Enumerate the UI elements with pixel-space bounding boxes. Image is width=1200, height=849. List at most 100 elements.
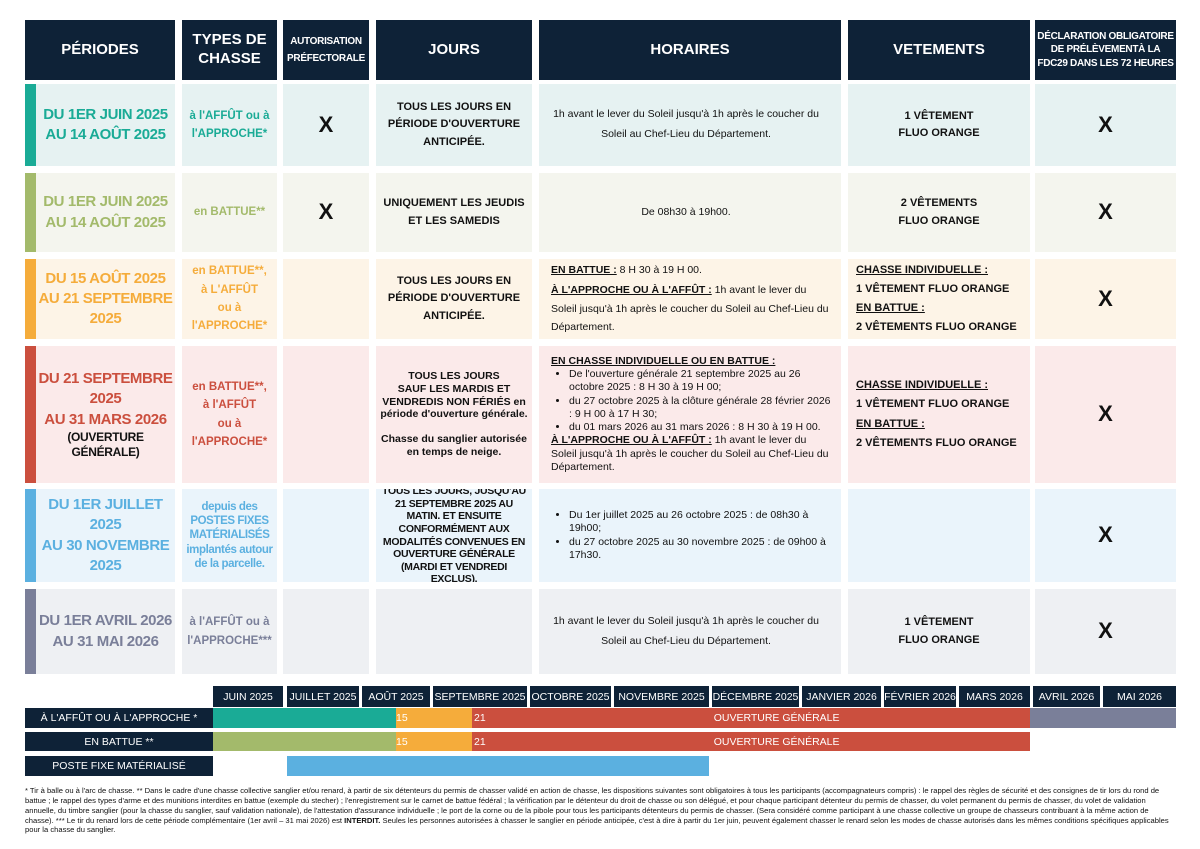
x-mark: X — [1098, 285, 1113, 311]
date-mark: 15 — [396, 712, 408, 724]
vetement-line: FLUO ORANGE — [898, 633, 980, 646]
row-0-col-6: X — [1035, 84, 1176, 166]
types-line: à L'AFFÛT — [200, 283, 259, 296]
month-header: FÉVRIER 2026 — [884, 686, 956, 707]
month-header: AOÛT 2025 — [362, 686, 430, 707]
month-header: JUIN 2025 — [213, 686, 283, 707]
row-2-col-0: DU 15 AOÛT 2025 AU 21 SEPTEMBRE 2025 — [36, 259, 175, 339]
jours-text: UNIQUEMENT LES JEUDIS ET LES SAMEDIS — [383, 197, 525, 227]
row-5-col-0: DU 1ER AVRIL 2026 AU 31 MAI 2026 — [36, 589, 175, 674]
row-3-col-5: CHASSE INDIVIDUELLE : 1 VÊTEMENT FLUO ORA… — [848, 346, 1030, 483]
row-4-col-1: depuis des POSTES FIXES MATÉRIALISÉS imp… — [182, 489, 277, 582]
row-2-col-3: TOUS LES JOURS EN PÉRIODE D'OUVERTURE AN… — [376, 259, 532, 339]
types-text: depuis des POSTES FIXES MATÉRIALISÉS imp… — [186, 500, 273, 571]
timeline-row-label: À L'AFFÛT OU À L'APPROCHE * — [25, 708, 213, 728]
row-color-marker — [25, 346, 36, 483]
footnote-text: * Tir à balle ou à l'arc de chasse. ** D… — [25, 786, 1160, 825]
row-1-col-6: X — [1035, 173, 1176, 252]
month-header: NOVEMBRE 2025 — [614, 686, 709, 707]
row-3-col-1: en BATTUE**, à l'AFFÛT ou à l'APPROCHE* — [182, 346, 277, 483]
row-5-col-4: 1h avant le lever du Soleil jusqu'à 1h a… — [539, 589, 841, 674]
row-0-col-2: X — [283, 84, 369, 166]
horaires-label: À L'APPROCHE OU À L'AFFÛT : — [551, 284, 712, 297]
row-0-col-3: TOUS LES JOURS EN PÉRIODE D'OUVERTURE AN… — [376, 84, 532, 166]
jours-line: SAUF LES MARDIS ET VENDREDIS NON FÉRIÉS … — [380, 383, 528, 421]
bar-avril-mai — [1030, 708, 1176, 728]
row-4-col-5 — [848, 489, 1030, 582]
timeline-row-label: EN BATTUE ** — [25, 732, 213, 751]
period-line: AU 31 MARS 2026 — [44, 410, 167, 428]
period-note: (OUVERTURE GÉNÉRALE) — [67, 429, 144, 459]
vet-label: EN BATTUE : — [856, 302, 925, 314]
vetement-line: 2 VÊTEMENTS FLUO ORANGE — [856, 321, 1017, 334]
bar-poste-fixe — [287, 756, 709, 776]
types-line: en BATTUE**, — [192, 380, 267, 393]
month-header: OCTOBRE 2025 — [530, 686, 611, 707]
period-line: AU 31 MAI 2026 — [52, 632, 159, 650]
row-1-col-2: X — [283, 173, 369, 252]
jours-line: Chasse du sanglier autorisée en temps de… — [381, 433, 527, 458]
x-mark: X — [1098, 401, 1113, 427]
bar-ouverture-generale: 21 OUVERTURE GÉNÉRALE — [472, 708, 1030, 728]
footnote: * Tir à balle ou à l'arc de chasse. ** D… — [25, 786, 1177, 835]
horaires-text: 8 H 30 à 19 H 00. — [616, 264, 702, 277]
row-1-col-1: en BATTUE** — [182, 173, 277, 252]
horaires-label: EN CHASSE INDIVIDUELLE OU EN BATTUE : — [551, 355, 776, 368]
row-5-col-3 — [376, 589, 532, 674]
header-declaration: DÉCLARATION OBLIGATOIRE DE PRÉLÈVEMENTÀ … — [1035, 20, 1176, 80]
row-5-col-6: X — [1035, 589, 1176, 674]
header-autorisation: AUTORISATION PRÉFECTORALE — [283, 20, 369, 80]
vet-label: CHASSE INDIVIDUELLE : — [856, 263, 989, 276]
row-3-col-3: TOUS LES JOURS SAUF LES MARDIS ET VENDRED… — [376, 346, 532, 483]
x-mark: X — [318, 199, 334, 225]
row-2-col-4: EN BATTUE : 8 H 30 à 19 H 00. À L'APPROCH… — [539, 259, 841, 339]
row-1-col-3: UNIQUEMENT LES JEUDIS ET LES SAMEDIS — [376, 173, 532, 252]
vetement-line: FLUO ORANGE — [898, 214, 980, 227]
row-color-marker — [25, 589, 36, 674]
vetement-line: 1 VÊTEMENT FLUO ORANGE — [856, 398, 1010, 411]
row-color-marker — [25, 259, 36, 339]
x-mark: X — [318, 111, 334, 137]
jours-text: TOUS LES JOURS, JUSQU'AU 21 SEPTEMBRE 20… — [382, 489, 526, 582]
types-line: ou à l'APPROCHE* — [191, 417, 268, 448]
vetement-line: 2 VÊTEMENTS — [900, 197, 978, 210]
period-line: AU 21 SEPTEMBRE 2025 — [38, 289, 173, 328]
horaires-item: De l'ouverture générale 21 septembre 202… — [569, 368, 833, 394]
row-3-col-0: DU 21 SEPTEMBRE 2025 AU 31 MARS 2026 (OUVE… — [36, 346, 175, 483]
horaires-label: EN BATTUE : — [551, 264, 617, 277]
row-5-col-1: à l'AFFÛT ou à l'APPROCHE*** — [182, 589, 277, 674]
types-line: à l'AFFÛT — [202, 399, 257, 412]
bar-anticipee — [213, 732, 396, 751]
x-mark: X — [1098, 618, 1113, 644]
header-jours: JOURS — [376, 20, 532, 80]
row-3-col-6: X — [1035, 346, 1176, 483]
month-header: JANVIER 2026 — [802, 686, 881, 707]
row-color-marker — [25, 84, 36, 166]
bar-15-aout: 15 — [396, 732, 472, 751]
month-header: MARS 2026 — [959, 686, 1030, 707]
types-text: en BATTUE** — [193, 206, 266, 219]
row-0-col-5: 1 VÊTEMENT FLUO ORANGE — [848, 84, 1030, 166]
header-periodes: PÉRIODES — [25, 20, 175, 80]
horaires-label: À L'APPROCHE OU À L'AFFÛT : — [551, 433, 712, 446]
horaires-text: De 08h30 à 19h00. — [641, 205, 731, 218]
row-2-col-1: en BATTUE**, à L'AFFÛT ou à l'APPROCHE* — [182, 259, 277, 339]
row-5-col-2 — [283, 589, 369, 674]
period-line: AU 14 AOÛT 2025 — [45, 126, 166, 143]
date-mark: 21 — [474, 712, 486, 724]
bar-anticipee — [213, 708, 396, 728]
header-horaires: HORAIRES — [539, 20, 841, 80]
date-mark: 21 — [474, 735, 486, 748]
period-line: DU 15 AOÛT 2025 — [45, 269, 166, 287]
header-types: TYPES DE CHASSE — [182, 20, 277, 80]
jours-text: TOUS LES JOURS EN PÉRIODE D'OUVERTURE AN… — [387, 275, 521, 322]
vet-label: EN BATTUE : — [856, 417, 925, 430]
row-0-col-0: DU 1ER JUIN 2025 AU 14 AOÛT 2025 — [36, 84, 175, 166]
month-header: JUILLET 2025 — [287, 686, 359, 707]
bar-ouverture-generale: 21 OUVERTURE GÉNÉRALE — [472, 732, 1030, 751]
row-0-col-4: 1h avant le lever du Soleil jusqu'à 1h a… — [539, 84, 841, 166]
row-2-col-6: X — [1035, 259, 1176, 339]
period-line: AU 14 AOÛT 2025 — [45, 213, 166, 231]
footnote-end: Seules les personnes autorisées à chasse… — [25, 815, 1169, 835]
row-4-col-6: X — [1035, 489, 1176, 582]
